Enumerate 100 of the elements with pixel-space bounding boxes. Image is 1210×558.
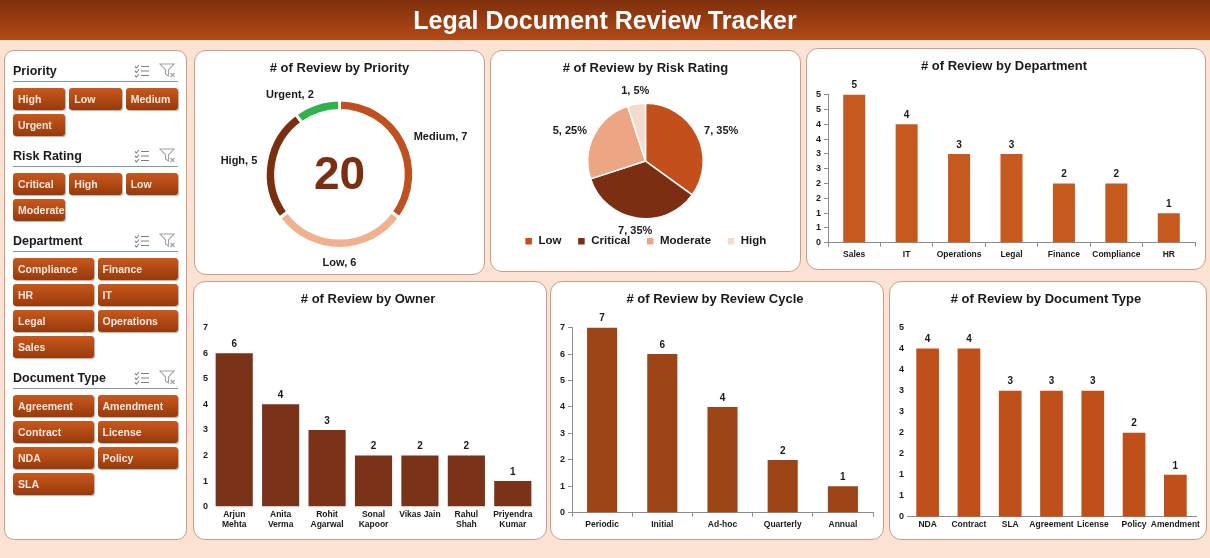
x-tick-label: License [1076, 519, 1109, 530]
y-tick-label: 1 [898, 469, 905, 480]
y-tick-label: 1 [815, 222, 822, 233]
bar [916, 348, 939, 517]
text: Department [13, 233, 84, 248]
data-label: 2 [417, 440, 424, 452]
chart-title: # of Review by Priority [269, 60, 410, 76]
y-tick-label: 0 [202, 501, 209, 512]
filter-button: Low [125, 173, 178, 195]
y-tick-label: 5 [815, 89, 822, 100]
bar [1052, 183, 1075, 243]
data-label: 7 [599, 312, 606, 324]
data-label: 2 [463, 440, 470, 452]
y-tick-label: 7 [559, 322, 566, 333]
data-label: Medium, 7 [413, 129, 468, 142]
y-tick-label: 4 [898, 343, 905, 354]
bar [827, 486, 858, 513]
y-tick-label: 3 [202, 424, 209, 435]
data-label: 1 [1166, 197, 1172, 209]
x-tick-label: Amendment [1150, 519, 1201, 530]
filter-button: Compliance [13, 258, 94, 280]
data-label: Low, 6 [322, 256, 357, 269]
x-tick-label: Arjun Mehta [221, 509, 247, 530]
y-tick-label: 0 [559, 507, 566, 518]
x-tick-label: Operations [936, 249, 982, 260]
data-label: 2 [1131, 417, 1138, 429]
y-tick-label: 3 [898, 385, 905, 396]
x-tick-label: Periodic [585, 519, 620, 530]
legend-label: Low [538, 234, 562, 247]
filter-button: Legal [13, 310, 94, 332]
x-tick-label: Agreement [1029, 519, 1074, 530]
x-tick-label: Sonal Kapoor [358, 509, 390, 530]
y-tick-label: 4 [815, 118, 822, 129]
x-tick-label: Initial [651, 519, 674, 530]
data-label: 3 [324, 414, 331, 426]
filter-button: NDA [13, 447, 94, 469]
data-label: 4 [924, 333, 931, 345]
data-label: 6 [659, 338, 666, 350]
filter-button: High [13, 88, 66, 110]
x-tick-label: NDA [918, 519, 937, 530]
bar [401, 455, 439, 507]
legend-label: High [740, 234, 767, 247]
bar [587, 327, 618, 513]
data-label: 6 [231, 337, 238, 349]
filter-button: Amendment [97, 395, 178, 417]
data-label: 3 [1008, 138, 1015, 150]
filter-button: Policy [97, 447, 178, 469]
filter-button: High [69, 173, 122, 195]
bar [707, 406, 738, 513]
y-tick-label: 1 [202, 475, 209, 486]
filter-button: SLA [13, 473, 94, 495]
y-tick-label: 3 [898, 406, 905, 417]
y-tick-label: 3 [815, 148, 822, 159]
y-tick-label: 6 [559, 348, 566, 359]
bar [1157, 213, 1180, 243]
filter-button: Low [69, 88, 122, 110]
y-tick-label: 4 [202, 398, 209, 409]
data-label: 1, 5% [621, 83, 650, 96]
y-tick-label: 3 [559, 427, 566, 438]
data-label: 5 [851, 79, 858, 91]
data-label: 3 [956, 138, 963, 150]
bar [1040, 390, 1063, 517]
data-label: 2 [1061, 168, 1068, 180]
bar [895, 124, 918, 243]
data-label: 7, 35% [618, 224, 653, 237]
y-tick-label: 4 [559, 401, 566, 412]
x-tick-label: Annual [828, 519, 858, 530]
y-tick-label: 5 [559, 375, 566, 385]
y-tick-label: 2 [898, 448, 905, 459]
data-label: 4 [966, 333, 973, 345]
data-label: Urgent, 2 [266, 88, 314, 101]
filter-button: Finance [97, 258, 178, 280]
bar [1000, 153, 1023, 243]
y-tick-label: 3 [815, 163, 822, 174]
data-label: 1 [1172, 459, 1179, 471]
y-tick-label: 5 [202, 373, 209, 384]
y-tick-label: 5 [898, 322, 905, 333]
bar [1122, 432, 1146, 517]
data-label: 5, 25% [552, 124, 588, 137]
chart-title: # of Review by Risk Rating [562, 60, 729, 76]
y-tick-label: 0 [898, 511, 905, 522]
x-tick-label: Contract [951, 519, 987, 530]
filter-button: Moderate [13, 199, 66, 221]
chart-title: # of Review by Document Type [950, 291, 1142, 307]
data-label: 1 [510, 465, 516, 477]
y-tick-label: 7 [202, 322, 209, 333]
filter-button: Contract [13, 421, 94, 443]
chart-title: # of Review by Owner [300, 291, 436, 307]
y-tick-label: 2 [202, 449, 209, 460]
bar [957, 348, 981, 517]
y-tick-label: 5 [815, 103, 822, 114]
bar [1081, 390, 1105, 517]
y-tick-label: 2 [559, 454, 566, 465]
bar [1105, 183, 1128, 243]
bar [843, 94, 866, 243]
y-tick-label: 1 [898, 490, 905, 501]
chart-title: # of Review by Department [920, 58, 1088, 74]
data-label: High, 5 [220, 154, 258, 167]
data-label: 4 [719, 391, 726, 403]
text: Priority [13, 63, 58, 78]
